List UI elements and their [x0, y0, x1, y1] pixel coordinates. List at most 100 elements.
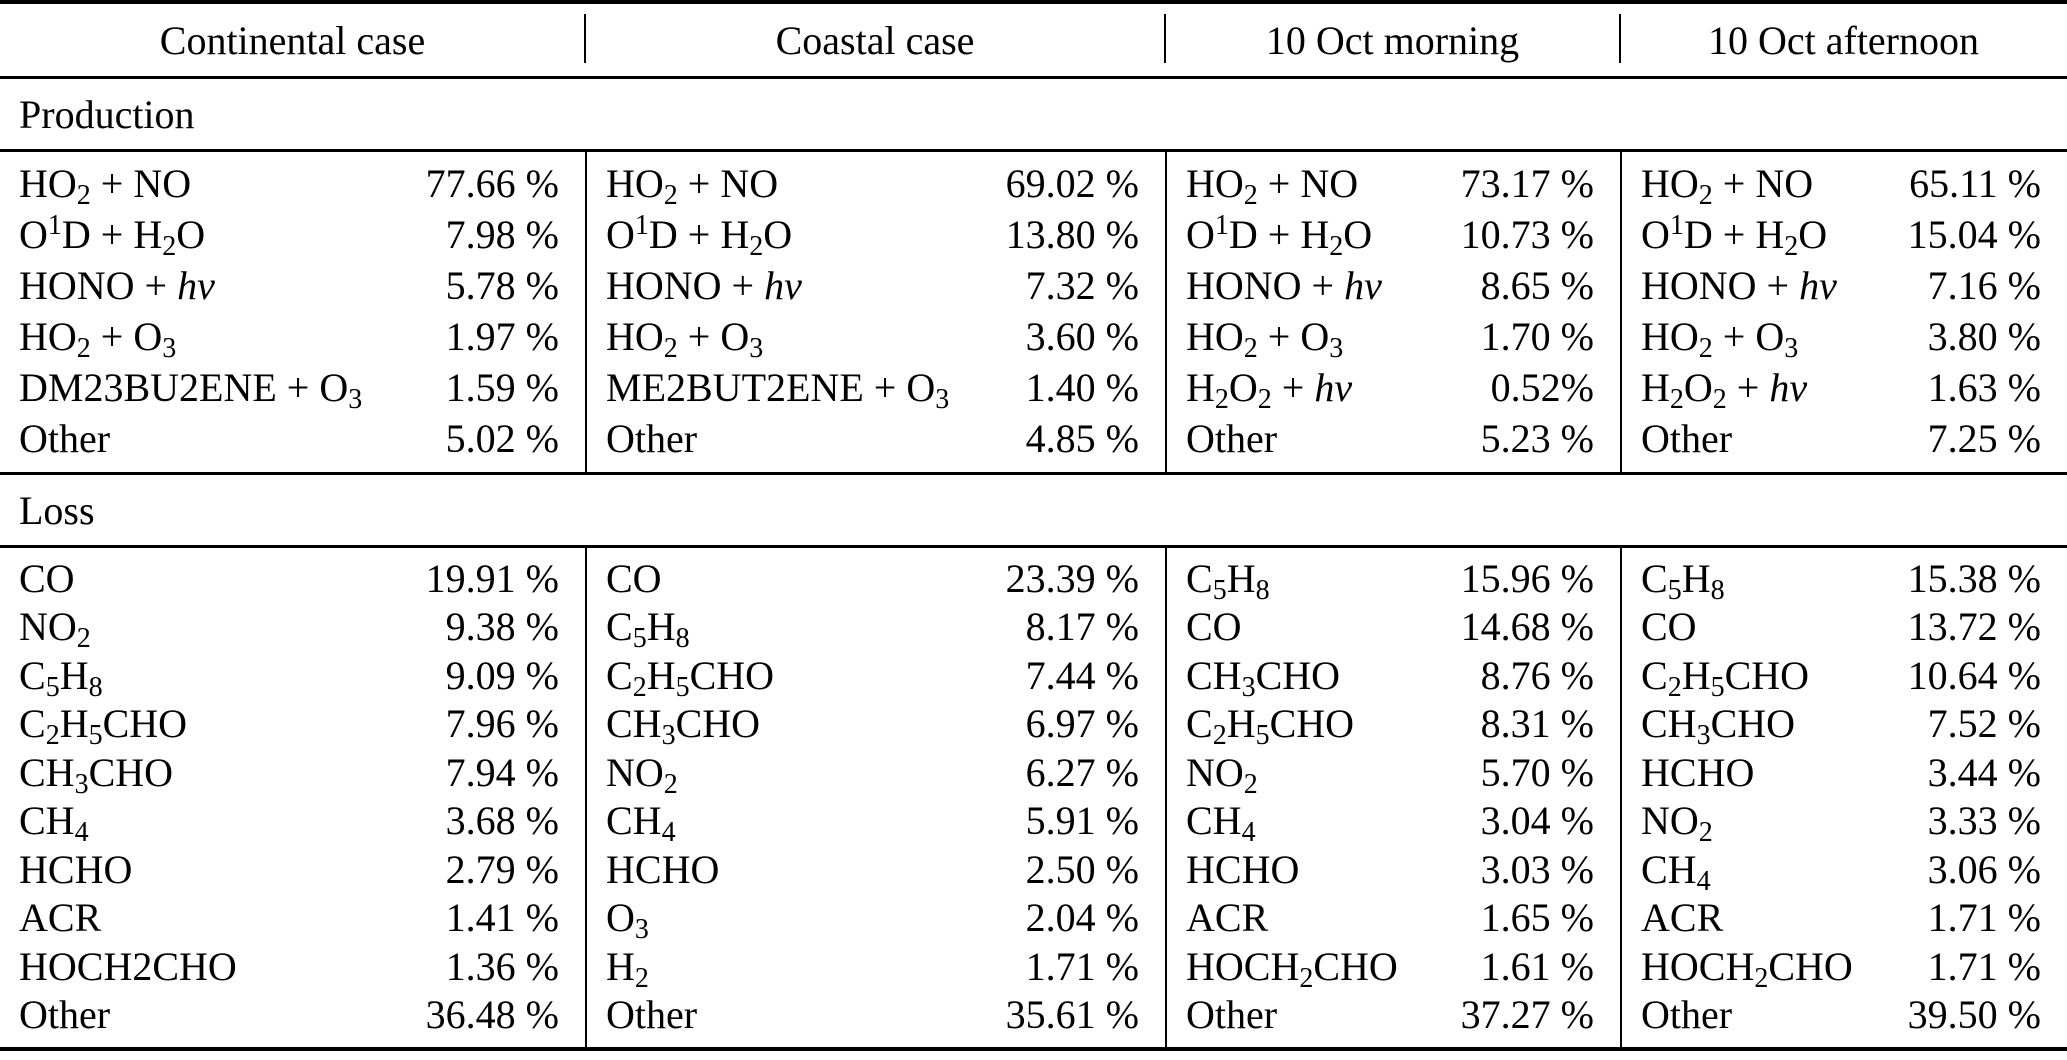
species-label: C2H5CHO	[1186, 701, 1355, 752]
table-row: NO2 3.33 %	[1622, 797, 2067, 849]
table-row: DM23BU2ENE + O3 1.59 %	[0, 362, 585, 414]
value-label: 1.71 %	[1927, 895, 2041, 941]
species-label: NO2	[19, 604, 91, 655]
table-row: CH4 3.06 %	[1622, 845, 2067, 897]
species-label: ACR	[1186, 895, 1269, 941]
species-label: Other	[606, 992, 698, 1038]
value-label: 1.70 %	[1480, 314, 1594, 359]
value-label: 3.04 %	[1480, 798, 1594, 844]
value-label: 7.32 %	[1025, 263, 1139, 308]
table-row: C2H5CHO 10.64 %	[1622, 651, 2067, 702]
value-label: 7.98 %	[445, 212, 559, 257]
table-row: O1D + H2O 10.73 %	[1167, 209, 1620, 262]
production-col-oct10-morning: HO2 + NO 73.17 % O1D + H2O 10.73 % HONO + …	[1165, 152, 1620, 472]
table-row: C5H8 15.96 %	[1167, 554, 1620, 605]
species-label: HO2 + O3	[19, 314, 177, 364]
species-label: Other	[19, 416, 111, 461]
species-label: NO2	[606, 749, 678, 800]
table-row: Other 4.85 %	[587, 413, 1165, 464]
bottom-rule	[0, 1047, 2067, 1051]
table-row: Other 5.02 %	[0, 413, 585, 464]
value-label: 23.39 %	[1005, 555, 1139, 601]
species-label: CH4	[606, 798, 676, 849]
value-label: 1.40 %	[1025, 365, 1139, 410]
species-label: H2	[606, 943, 649, 994]
value-label: 7.44 %	[1025, 652, 1139, 698]
species-label: HCHO	[1186, 846, 1300, 892]
species-label: HO2 + NO	[606, 161, 779, 211]
header-cell-oct10-afternoon: 10 Oct afternoon	[1619, 4, 2067, 76]
table-row: HO2 + NO 73.17 %	[1167, 158, 1620, 210]
loss-section: CO 19.91 % NO2 9.38 % C5H8 9.09 % C2H5CHO 7.…	[0, 548, 2067, 1047]
species-label: NO2	[1641, 798, 1713, 849]
species-label: HO2 + O3	[1186, 314, 1344, 364]
value-label: 8.76 %	[1480, 652, 1594, 698]
species-label: HONO + hv	[1641, 263, 1837, 308]
species-label: HCHO	[1641, 749, 1755, 795]
species-label: NO2	[1186, 749, 1258, 800]
value-label: 5.70 %	[1480, 749, 1594, 795]
value-label: 9.09 %	[445, 652, 559, 698]
species-label: Other	[1186, 992, 1278, 1038]
species-label: CO	[606, 555, 662, 601]
species-label: ACR	[1641, 895, 1724, 941]
species-label: CO	[1641, 604, 1697, 650]
table-row: ME2BUT2ENE + O3 1.40 %	[587, 362, 1165, 415]
species-label: HOCH2CHO	[1186, 943, 1398, 994]
table-row: HCHO 2.50 %	[587, 845, 1165, 894]
value-label: 0.52%	[1490, 365, 1594, 410]
table-row: C5H8 15.38 %	[1622, 554, 2067, 605]
value-label: 69.02 %	[1005, 161, 1139, 206]
table-row: C5H8 9.09 %	[0, 651, 585, 702]
table-row: HONO + hv 8.65 %	[1167, 260, 1620, 311]
value-label: 1.65 %	[1480, 895, 1594, 941]
value-label: 1.71 %	[1927, 943, 2041, 989]
value-label: 4.85 %	[1025, 416, 1139, 461]
species-label: HONO + hv	[19, 263, 215, 308]
section-label-production: Production	[19, 91, 195, 137]
species-label: ACR	[19, 895, 102, 941]
species-label: C2H5CHO	[606, 652, 775, 703]
table-row: Other 7.25 %	[1622, 413, 2067, 464]
table-row: NO2 6.27 %	[587, 748, 1165, 800]
value-label: 7.25 %	[1927, 416, 2041, 461]
species-label: CH4	[1641, 846, 1711, 897]
value-label: 1.63 %	[1927, 365, 2041, 410]
table-row: CH3CHO 7.52 %	[1622, 700, 2067, 752]
species-label: Other	[1641, 416, 1733, 461]
value-label: 13.80 %	[1005, 212, 1139, 257]
species-label: CH3CHO	[1641, 701, 1796, 752]
table-row: HO2 + NO 65.11 %	[1622, 158, 2067, 211]
table-row: CH3CHO 7.94 %	[0, 748, 585, 799]
species-label: HCHO	[606, 846, 720, 892]
loss-col-continental: CO 19.91 % NO2 9.38 % C5H8 9.09 % C2H5CHO 7.…	[0, 548, 585, 1047]
species-label: C5H8	[606, 604, 690, 655]
species-label: O1D + H2O	[19, 210, 206, 262]
species-label: O1D + H2O	[606, 210, 793, 262]
divider-rule	[0, 545, 2067, 548]
header-cell-oct10-morning: 10 Oct morning	[1164, 4, 1620, 76]
species-label: CH4	[1186, 798, 1256, 849]
divider-rule	[0, 472, 2067, 475]
value-label: 8.65 %	[1480, 263, 1594, 308]
species-label: H2O2 + hv	[1186, 365, 1353, 415]
species-label: HO2 + NO	[1641, 161, 1814, 211]
table-row: HO2 + NO 77.66 %	[0, 158, 585, 211]
value-label: 7.16 %	[1927, 263, 2041, 308]
species-label: ME2BUT2ENE + O3	[606, 365, 950, 415]
section-label-loss: Loss	[19, 487, 95, 533]
species-label: O1D + H2O	[1641, 210, 1828, 262]
table-row: ACR 1.41 %	[0, 894, 585, 943]
species-label: O1D + H2O	[1186, 210, 1373, 262]
species-label: Other	[19, 992, 111, 1038]
species-label: HOCH2CHO	[19, 943, 237, 989]
value-label: 3.60 %	[1025, 314, 1139, 359]
table-row: HO2 + NO 69.02 %	[587, 158, 1165, 211]
value-label: 65.11 %	[1909, 161, 2041, 206]
species-label: HO2 + NO	[19, 161, 192, 211]
species-label: CO	[19, 555, 75, 601]
table-row: HCHO 3.03 %	[1167, 845, 1620, 894]
divider-rule	[0, 149, 2067, 152]
value-label: 1.61 %	[1480, 943, 1594, 989]
value-label: 1.97 %	[445, 314, 559, 359]
